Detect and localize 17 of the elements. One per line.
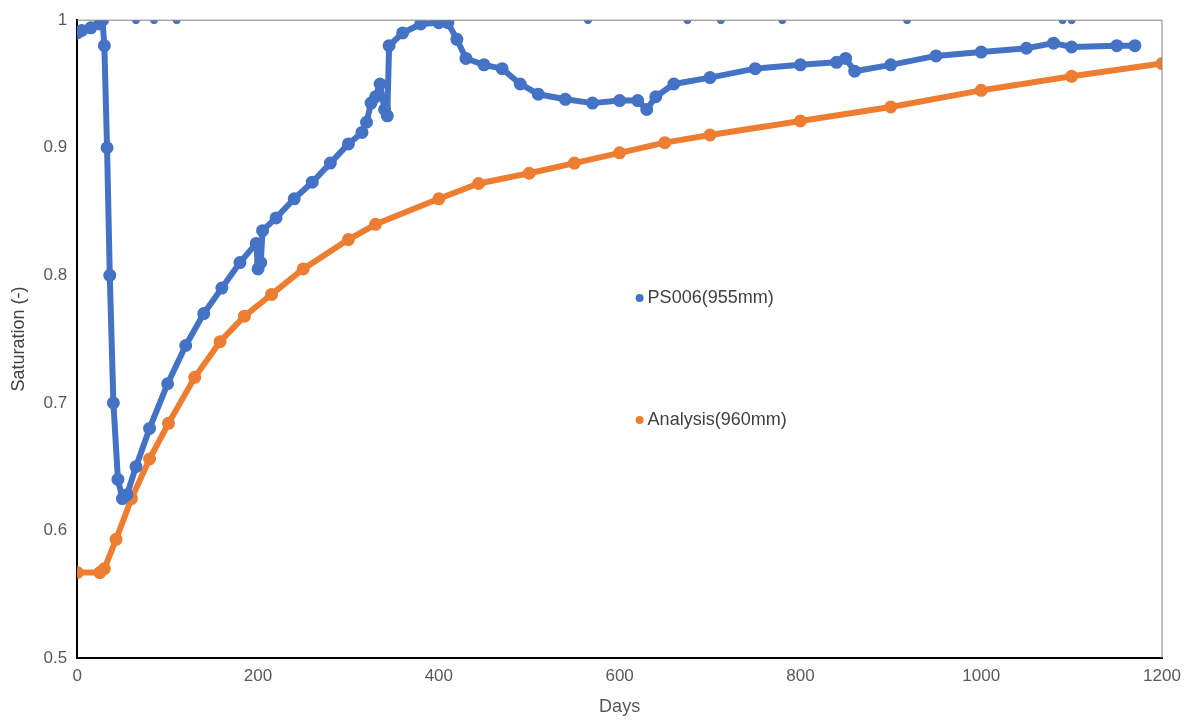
y-tick-label: 0.9 [43, 137, 68, 157]
legend-label: PS006(955mm) [647, 287, 774, 308]
x-tick-label: 1000 [962, 665, 1001, 685]
x-axis-title: Days [599, 696, 641, 717]
y-tick-label: 0.7 [43, 392, 68, 412]
y-tick-label: 0.5 [43, 647, 68, 667]
y-tick-label: 0.6 [43, 520, 68, 540]
legend-label: Analysis(960mm) [647, 409, 787, 430]
x-tick-label: 800 [786, 665, 815, 685]
y-tick-label: 0.8 [43, 265, 68, 285]
x-tick-label: 600 [605, 665, 634, 685]
x-tick-label: 0 [72, 665, 82, 685]
y-axis-title: Saturation (-) [7, 286, 28, 392]
y-tick-label: 1 [57, 9, 68, 29]
x-tick-label: 1200 [1143, 665, 1181, 685]
x-tick-label: 400 [424, 665, 454, 685]
x-tick-label: 200 [243, 665, 273, 685]
